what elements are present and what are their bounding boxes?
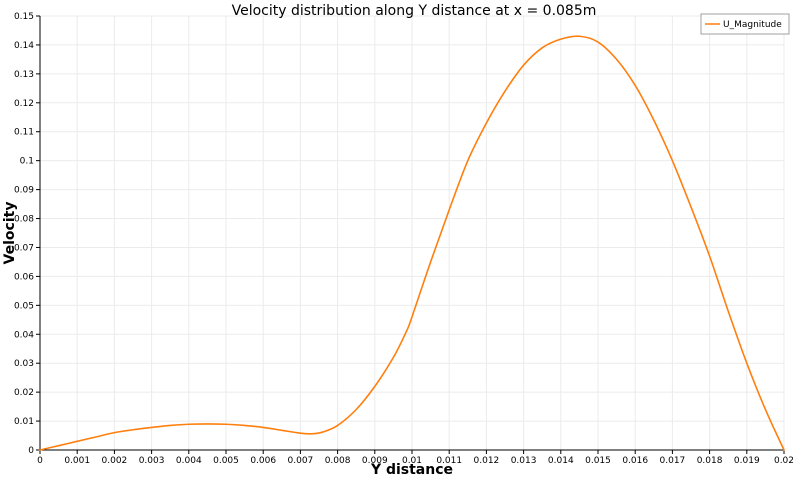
y-tick-label: 0.14: [14, 41, 34, 51]
x-tick-label: 0.012: [474, 456, 500, 466]
x-tick-label: 0.015: [585, 456, 611, 466]
series-layer: [39, 35, 785, 451]
x-tick-label: 0: [37, 456, 43, 466]
legend-box: [700, 13, 790, 35]
y-tick-label: 0.04: [14, 330, 34, 340]
x-tick-label: 0.016: [622, 456, 648, 466]
x-tick-label: 0.02: [774, 456, 794, 466]
legend: U_Magnitude: [700, 13, 790, 35]
y-tick-label: 0.05: [14, 301, 34, 311]
y-axis-label: Velocity: [2, 202, 18, 265]
x-tick-label: 0.014: [548, 456, 574, 466]
chart-title: Velocity distribution along Y distance a…: [232, 3, 597, 19]
series-line-u-magnitude: [39, 35, 785, 451]
y-tick-label: 0.11: [14, 128, 34, 138]
x-tick-label: 0.013: [511, 456, 537, 466]
y-tick-label: 0.03: [14, 359, 34, 369]
x-tick-label: 0.017: [660, 456, 686, 466]
y-tick-label: 0.1: [20, 157, 34, 167]
x-tick-label: 0.007: [288, 456, 314, 466]
x-tick-label: 0.008: [325, 456, 351, 466]
x-tick-label: 0.018: [697, 456, 723, 466]
x-tick-label: 0.005: [213, 456, 239, 466]
x-tick-label: 0.002: [102, 456, 128, 466]
x-tick-label: 0.001: [64, 456, 90, 466]
y-tick-label: 0.08: [14, 215, 34, 225]
y-tick-label: 0.09: [14, 186, 34, 196]
x-axis-label: Y distance: [370, 462, 453, 478]
x-tick-label: 0.009: [362, 456, 388, 466]
x-tick-label: 0.01: [402, 456, 422, 466]
x-tick-label: 0.004: [176, 456, 202, 466]
axes: [36, 15, 785, 454]
y-tick-label: 0.13: [14, 70, 34, 80]
grid: [39, 15, 785, 451]
x-tick-label: 0.011: [436, 456, 462, 466]
x-tick-label: 0.006: [250, 456, 276, 466]
y-tick-label: 0.06: [14, 272, 34, 282]
y-tick-label: 0.12: [14, 99, 34, 109]
y-tick-label: 0.01: [14, 417, 34, 427]
y-tick-label: 0.07: [14, 243, 34, 253]
x-tick-label: 0.019: [734, 456, 760, 466]
tick-labels: 0 0.001 0.002 0.003 0.004 0.005 0.006 0.007 0.00…: [14, 12, 794, 466]
y-tick-label: 0.15: [14, 12, 34, 22]
legend-label: U_Magnitude: [723, 20, 782, 30]
x-tick-label: 0.003: [139, 456, 165, 466]
y-tick-label: 0: [28, 446, 34, 456]
y-tick-label: 0.02: [14, 388, 34, 398]
